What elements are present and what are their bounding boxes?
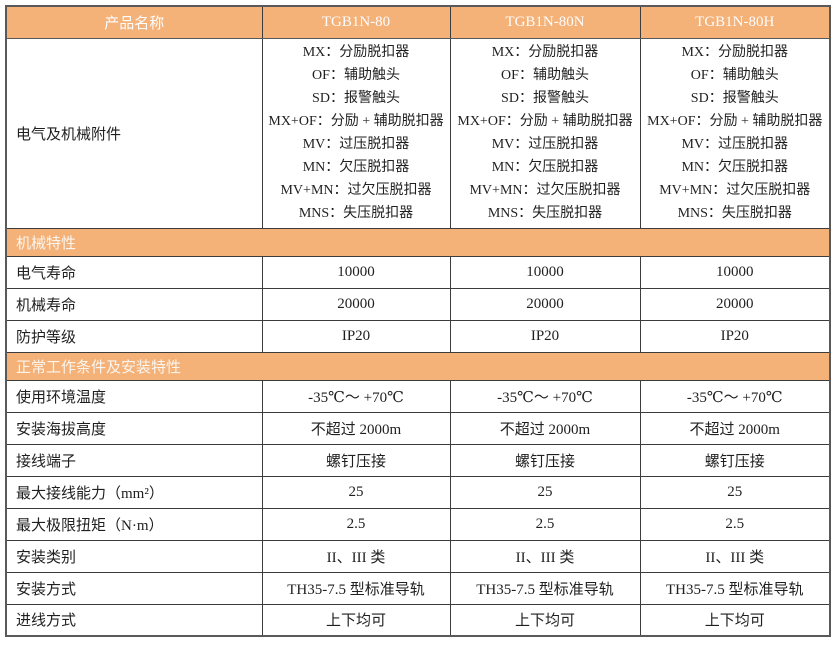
section-title: 正常工作条件及安装特性 [5, 351, 831, 381]
row-label-accessories: 电气及机械附件 [5, 37, 263, 229]
table-row: 接线端子 螺钉压接 螺钉压接 螺钉压接 [5, 443, 831, 477]
value-cell: TH35-7.5 型标准导轨 [639, 571, 831, 605]
row-label-electrical-life: 电气寿命 [5, 255, 263, 289]
accessory-list: MX：分励脱扣器 OF：辅助触头 SD：报警触头 MX+OF：分励 + 辅助脱扣… [642, 41, 829, 225]
value-cell: 上下均可 [639, 603, 831, 637]
row-label-incoming-line-direction: 进线方式 [5, 603, 263, 637]
row-label-installation-category: 安装类别 [5, 539, 263, 573]
accessory-line: MX：分励脱扣器 [302, 45, 410, 60]
value-cell: 螺钉压接 [261, 443, 451, 477]
row-label-protection-rating: 防护等级 [5, 319, 263, 353]
value-cell: 螺钉压接 [449, 443, 641, 477]
accessory-line: MV+MN：过欠压脱扣器 [280, 183, 432, 198]
value-cell: 10000 [639, 255, 831, 289]
column-header-tgb1n-80: TGB1N-80 [261, 5, 451, 39]
column-header-product-name: 产品名称 [5, 5, 263, 39]
table-row: 安装方式 TH35-7.5 型标准导轨 TH35-7.5 型标准导轨 TH35-… [5, 571, 831, 605]
value-cell: 螺钉压接 [639, 443, 831, 477]
value-cell: 不超过 2000m [261, 411, 451, 445]
accessory-list: MX：分励脱扣器 OF：辅助触头 SD：报警触头 MX+OF：分励 + 辅助脱扣… [452, 41, 639, 225]
table-header-row: 产品名称 TGB1N-80 TGB1N-80N TGB1N-80H [5, 5, 831, 39]
accessory-line: OF：辅助触头 [312, 68, 400, 83]
value-cell: TH35-7.5 型标准导轨 [449, 571, 641, 605]
value-cell: 2.5 [449, 507, 641, 541]
value-cell: 不超过 2000m [639, 411, 831, 445]
row-label-mounting-method: 安装方式 [5, 571, 263, 605]
value-cell: II、III 类 [449, 539, 641, 573]
column-header-tgb1n-80n: TGB1N-80N [449, 5, 641, 39]
value-cell: IP20 [261, 319, 451, 353]
accessory-line: MX+OF：分励 + 辅助脱扣器 [268, 114, 444, 129]
accessory-line: MV+MN：过欠压脱扣器 [469, 183, 621, 198]
accessories-cell-tgb1n-80h: MX：分励脱扣器 OF：辅助触头 SD：报警触头 MX+OF：分励 + 辅助脱扣… [639, 37, 831, 229]
value-cell: 2.5 [261, 507, 451, 541]
accessory-line: SD：报警触头 [690, 91, 779, 106]
value-cell: 25 [639, 475, 831, 509]
accessory-line: MX：分励脱扣器 [681, 45, 789, 60]
value-cell: TH35-7.5 型标准导轨 [261, 571, 451, 605]
value-cell: 10000 [261, 255, 451, 289]
accessory-line: SD：报警触头 [501, 91, 589, 106]
accessory-line: MN：欠压脱扣器 [681, 160, 789, 175]
value-cell: 不超过 2000m [449, 411, 641, 445]
value-cell: 20000 [449, 287, 641, 321]
table-row: 使用环境温度 -35℃～ +70℃ -35℃～ +70℃ -35℃～ +70℃ [5, 379, 831, 413]
accessory-line: OF：辅助触头 [501, 68, 589, 83]
value-cell: 20000 [261, 287, 451, 321]
accessories-cell-tgb1n-80n: MX：分励脱扣器 OF：辅助触头 SD：报警触头 MX+OF：分励 + 辅助脱扣… [449, 37, 641, 229]
value-cell: 20000 [639, 287, 831, 321]
value-cell: -35℃～ +70℃ [261, 379, 451, 413]
value-cell: 10000 [449, 255, 641, 289]
row-label-max-wiring-capacity: 最大接线能力（mm²） [5, 475, 263, 509]
accessory-line: MV：过压脱扣器 [491, 137, 599, 152]
value-cell: II、III 类 [639, 539, 831, 573]
section-banner-operating-conditions: 正常工作条件及安装特性 [5, 351, 831, 381]
value-cell: -35℃～ +70℃ [639, 379, 831, 413]
table-row: 防护等级 IP20 IP20 IP20 [5, 319, 831, 353]
accessory-line: MNS：失压脱扣器 [487, 206, 603, 221]
row-label-wiring-terminal: 接线端子 [5, 443, 263, 477]
value-cell: 25 [449, 475, 641, 509]
table-row: 最大极限扭矩（N·m） 2.5 2.5 2.5 [5, 507, 831, 541]
accessory-line: MNS：失压脱扣器 [298, 206, 414, 221]
product-spec-page: 产品名称 TGB1N-80 TGB1N-80N TGB1N-80H 电气及机械附… [5, 5, 831, 637]
accessory-list: MX：分励脱扣器 OF：辅助触头 SD：报警触头 MX+OF：分励 + 辅助脱扣… [264, 41, 449, 225]
value-cell: 25 [261, 475, 451, 509]
value-cell: 上下均可 [449, 603, 641, 637]
value-cell: -35℃～ +70℃ [449, 379, 641, 413]
table-row: 安装海拔高度 不超过 2000m 不超过 2000m 不超过 2000m [5, 411, 831, 445]
row-label-max-torque: 最大极限扭矩（N·m） [5, 507, 263, 541]
accessory-line: MV：过压脱扣器 [681, 137, 789, 152]
accessory-line: SD：报警触头 [312, 91, 400, 106]
table-row: 最大接线能力（mm²） 25 25 25 [5, 475, 831, 509]
accessory-line: MX：分励脱扣器 [491, 45, 599, 60]
value-cell: II、III 类 [261, 539, 451, 573]
accessories-cell-tgb1n-80: MX：分励脱扣器 OF：辅助触头 SD：报警触头 MX+OF：分励 + 辅助脱扣… [261, 37, 451, 229]
accessory-line: MV：过压脱扣器 [302, 137, 410, 152]
accessory-line: MX+OF：分励 + 辅助脱扣器 [457, 114, 633, 129]
table-row: 机械寿命 20000 20000 20000 [5, 287, 831, 321]
product-spec-table: 产品名称 TGB1N-80 TGB1N-80N TGB1N-80H 电气及机械附… [5, 5, 831, 637]
row-label-mechanical-life: 机械寿命 [5, 287, 263, 321]
table-row: 电气寿命 10000 10000 10000 [5, 255, 831, 289]
accessory-line: MX+OF：分励 + 辅助脱扣器 [647, 114, 823, 129]
section-title: 机械特性 [5, 227, 831, 257]
accessory-line: MN：欠压脱扣器 [302, 160, 410, 175]
value-cell: IP20 [449, 319, 641, 353]
value-cell: 2.5 [639, 507, 831, 541]
value-cell: 上下均可 [261, 603, 451, 637]
section-banner-mechanical: 机械特性 [5, 227, 831, 257]
accessory-line: MN：欠压脱扣器 [491, 160, 599, 175]
accessory-line: MV+MN：过欠压脱扣器 [659, 183, 811, 198]
row-label-ambient-temperature: 使用环境温度 [5, 379, 263, 413]
table-row: 安装类别 II、III 类 II、III 类 II、III 类 [5, 539, 831, 573]
accessories-row: 电气及机械附件 MX：分励脱扣器 OF：辅助触头 SD：报警触头 MX+OF：分… [5, 37, 831, 229]
table-row: 进线方式 上下均可 上下均可 上下均可 [5, 603, 831, 637]
column-header-tgb1n-80h: TGB1N-80H [639, 5, 831, 39]
value-cell: IP20 [639, 319, 831, 353]
row-label-installation-altitude: 安装海拔高度 [5, 411, 263, 445]
accessory-line: MNS：失压脱扣器 [677, 206, 792, 221]
accessory-line: OF：辅助触头 [690, 68, 779, 83]
